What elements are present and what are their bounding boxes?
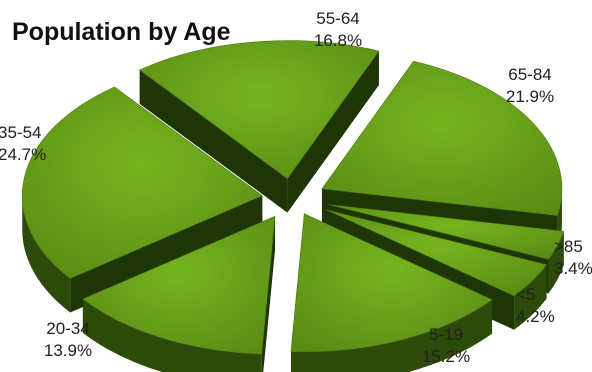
slice-wall xyxy=(70,195,263,313)
slice-side xyxy=(82,298,262,372)
slice-top xyxy=(326,209,548,297)
slice-top xyxy=(139,40,380,180)
label-65-84: 65-84 xyxy=(508,65,551,84)
slices-layer xyxy=(21,40,565,372)
percent-20-34: 13.9% xyxy=(44,341,92,360)
percent-5-19: 15.2% xyxy=(422,347,470,366)
slice-5-19 xyxy=(290,213,493,372)
slice-side xyxy=(290,299,493,372)
slice-side xyxy=(22,195,71,313)
label->85: >85 xyxy=(554,237,583,256)
slice-20-34 xyxy=(82,215,276,372)
label-35-54: 35-54 xyxy=(0,123,41,142)
percent-<5: 4.2% xyxy=(516,307,555,326)
slice-55-64 xyxy=(139,40,380,213)
slice-top xyxy=(290,213,493,353)
chart-title: Population by Age xyxy=(12,18,231,46)
label-<5: <5 xyxy=(516,285,535,304)
slice-side xyxy=(514,264,547,330)
slice-wall xyxy=(139,69,288,213)
slice-wall xyxy=(261,216,276,372)
percent-65-84: 21.9% xyxy=(506,87,554,106)
percent-55-64: 16.8% xyxy=(314,31,362,50)
slice-35-54 xyxy=(21,86,263,313)
label-55-64: 55-64 xyxy=(316,9,359,28)
percent->85: 3.4% xyxy=(554,259,592,278)
slice-wall xyxy=(287,51,379,213)
percent-35-54: 24.7% xyxy=(0,145,46,164)
slice-top xyxy=(21,86,263,279)
slice-top xyxy=(82,215,276,355)
slice-top xyxy=(321,60,563,216)
slice-side xyxy=(548,231,564,294)
slice-top xyxy=(328,204,565,260)
label-20-34: 20-34 xyxy=(46,319,89,338)
label-5-19: 5-19 xyxy=(429,325,463,344)
labels-layer: Population by Age 55-64 16.8% 65-84 21.9% >8… xyxy=(0,9,592,366)
